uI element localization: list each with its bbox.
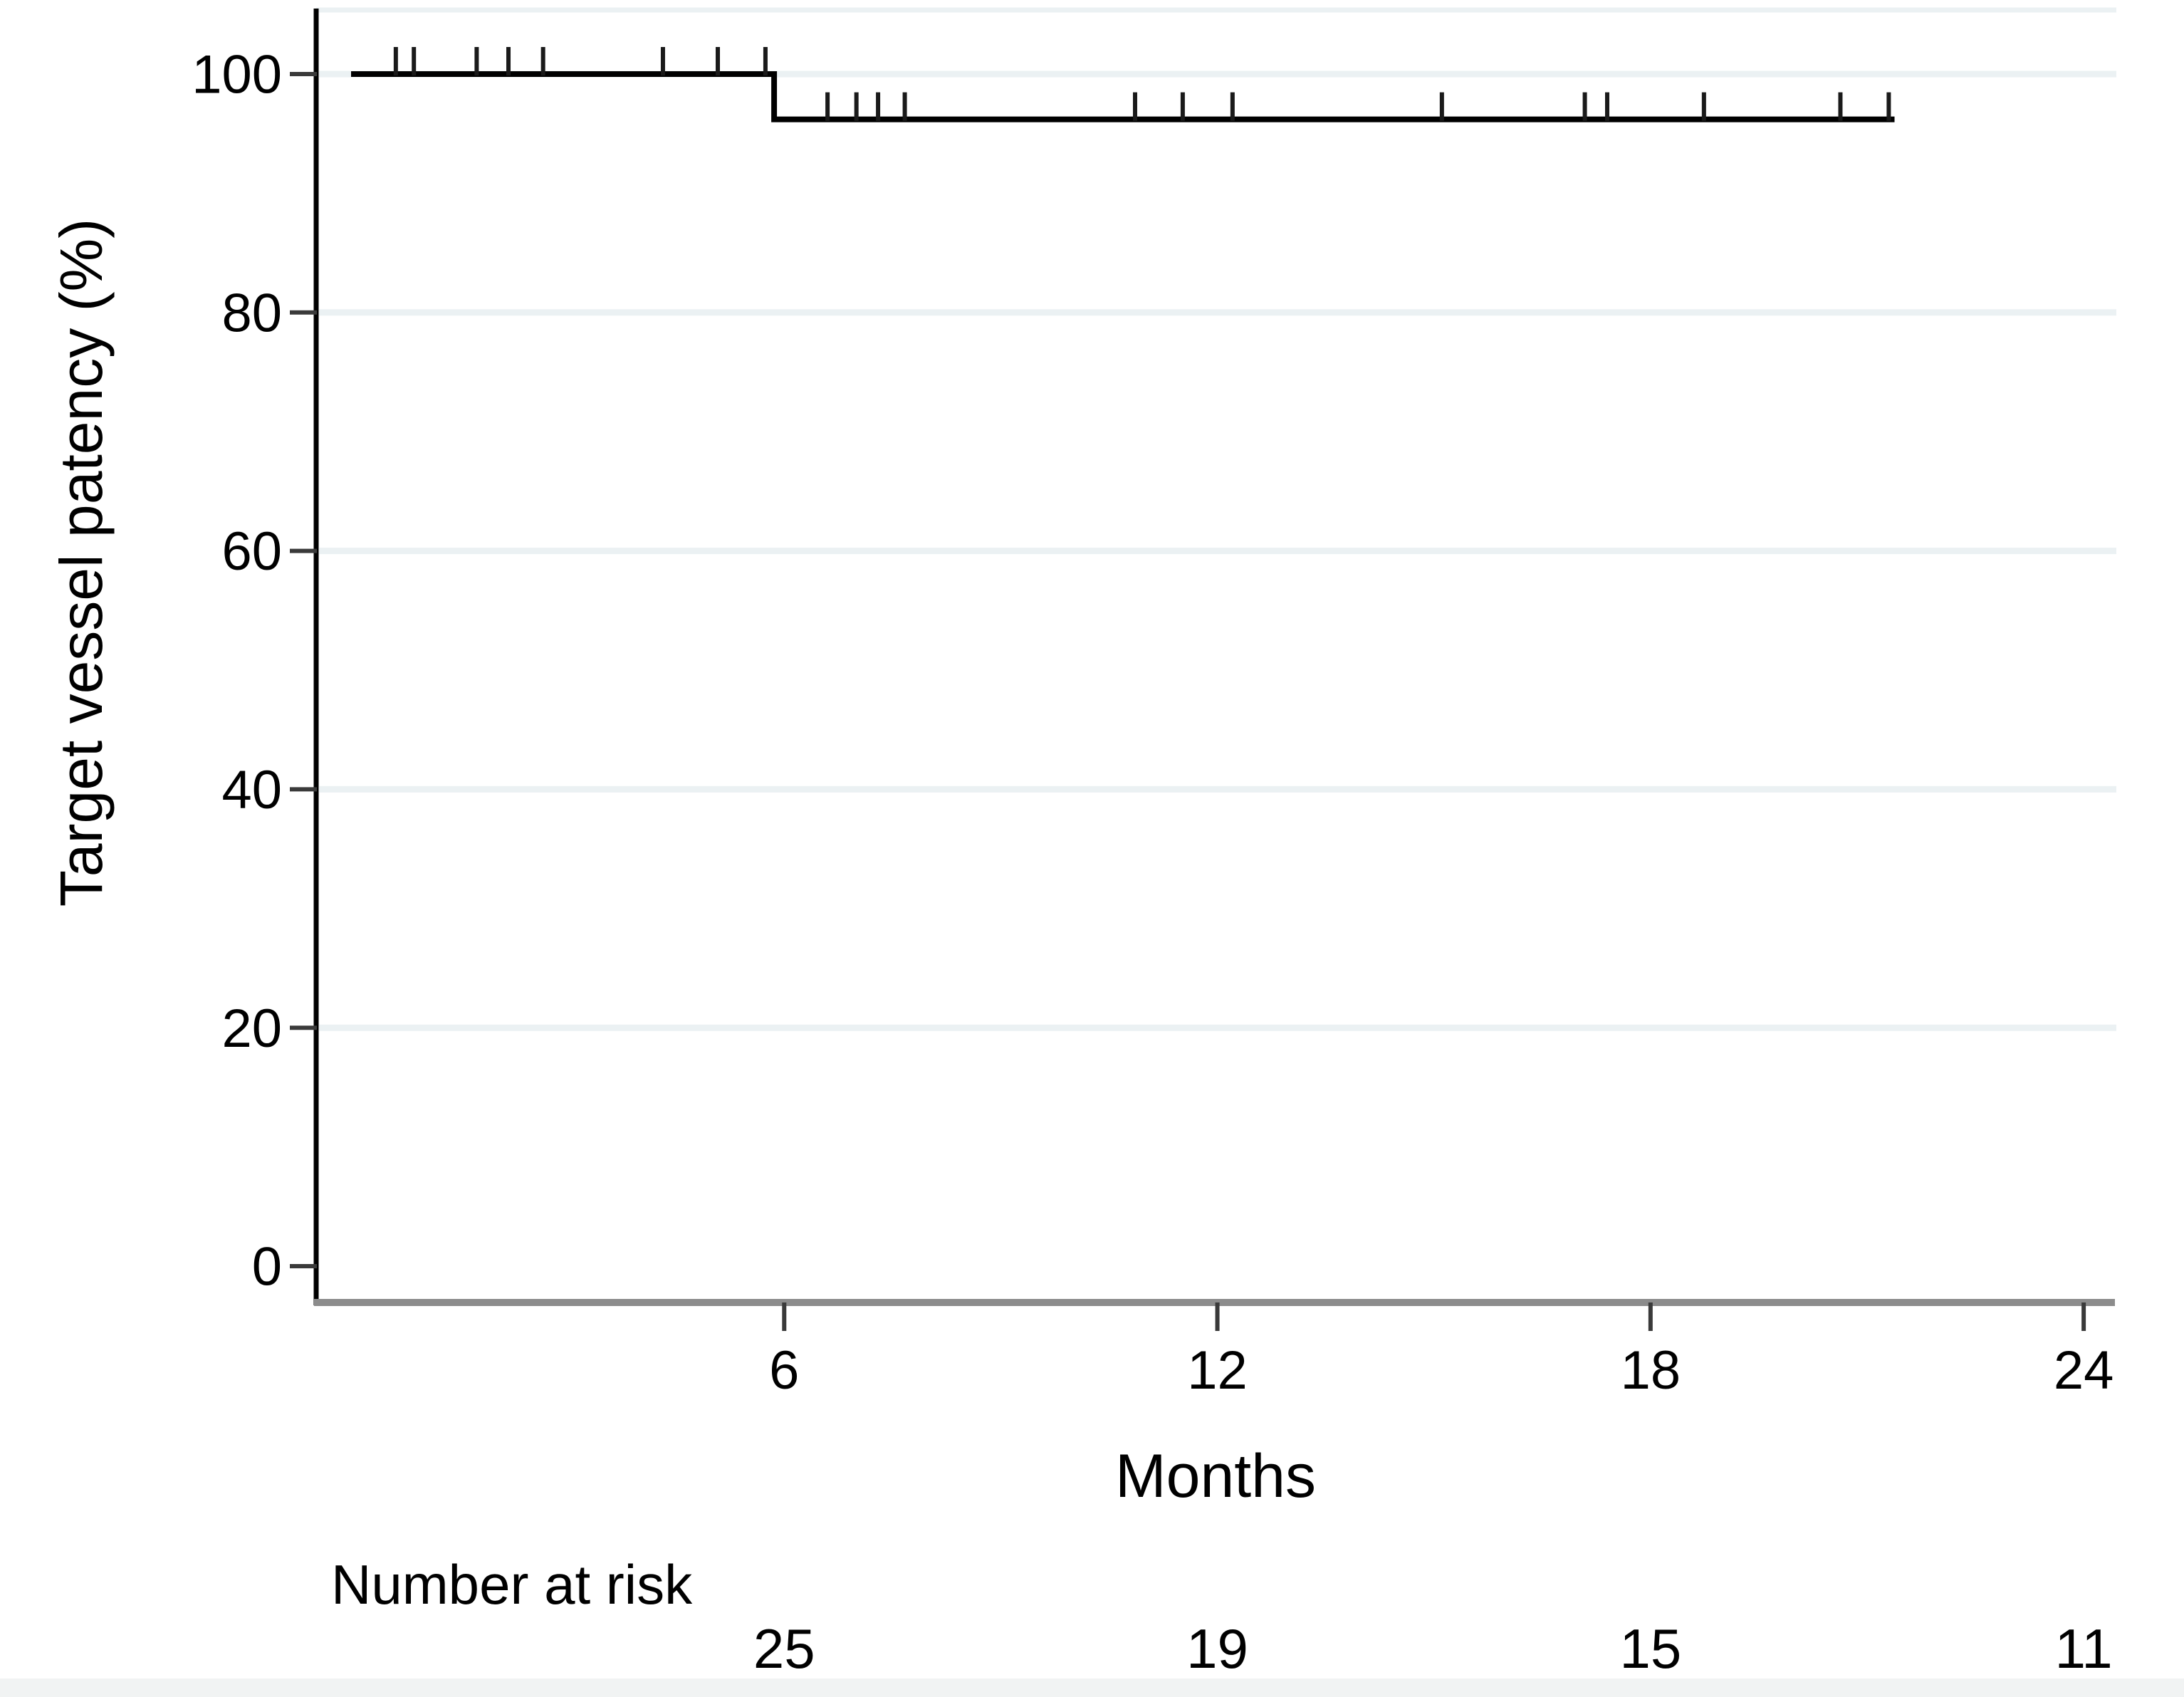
- x-tick-label: 6: [769, 1340, 799, 1401]
- y-tick-label: 40: [221, 760, 282, 820]
- y-tick-label: 60: [221, 521, 282, 582]
- x-tick-label: 12: [1187, 1340, 1248, 1401]
- y-tick-label: 20: [221, 998, 282, 1059]
- risk-table-label: Number at risk: [331, 1553, 693, 1616]
- km-survival-curve: [351, 71, 1895, 122]
- censor-marks-layer: [393, 47, 1891, 121]
- risk-count: 19: [1186, 1617, 1248, 1680]
- y-tick-label: 80: [221, 283, 282, 343]
- survival-curve-layer: [351, 71, 1895, 122]
- y-tick-label: 0: [252, 1237, 282, 1297]
- tick-labels-layer: 0 20 40 60 80 100 6 12 18 24: [192, 45, 2114, 1401]
- x-tick-label: 24: [2054, 1340, 2114, 1401]
- page-bottom-strip: [0, 1678, 2184, 1697]
- risk-count: 11: [2055, 1617, 2113, 1680]
- axes-layer: [290, 9, 2115, 1331]
- y-tick-label: 100: [192, 45, 282, 105]
- x-tick-label: 18: [1621, 1340, 1681, 1401]
- risk-counts-row: 25 19 15 11: [753, 1617, 2113, 1680]
- risk-count: 15: [1619, 1617, 1681, 1680]
- y-axis-title: Target vessel patency (%): [48, 219, 115, 907]
- x-axis-title: Months: [1115, 1442, 1316, 1510]
- risk-count: 25: [753, 1617, 815, 1680]
